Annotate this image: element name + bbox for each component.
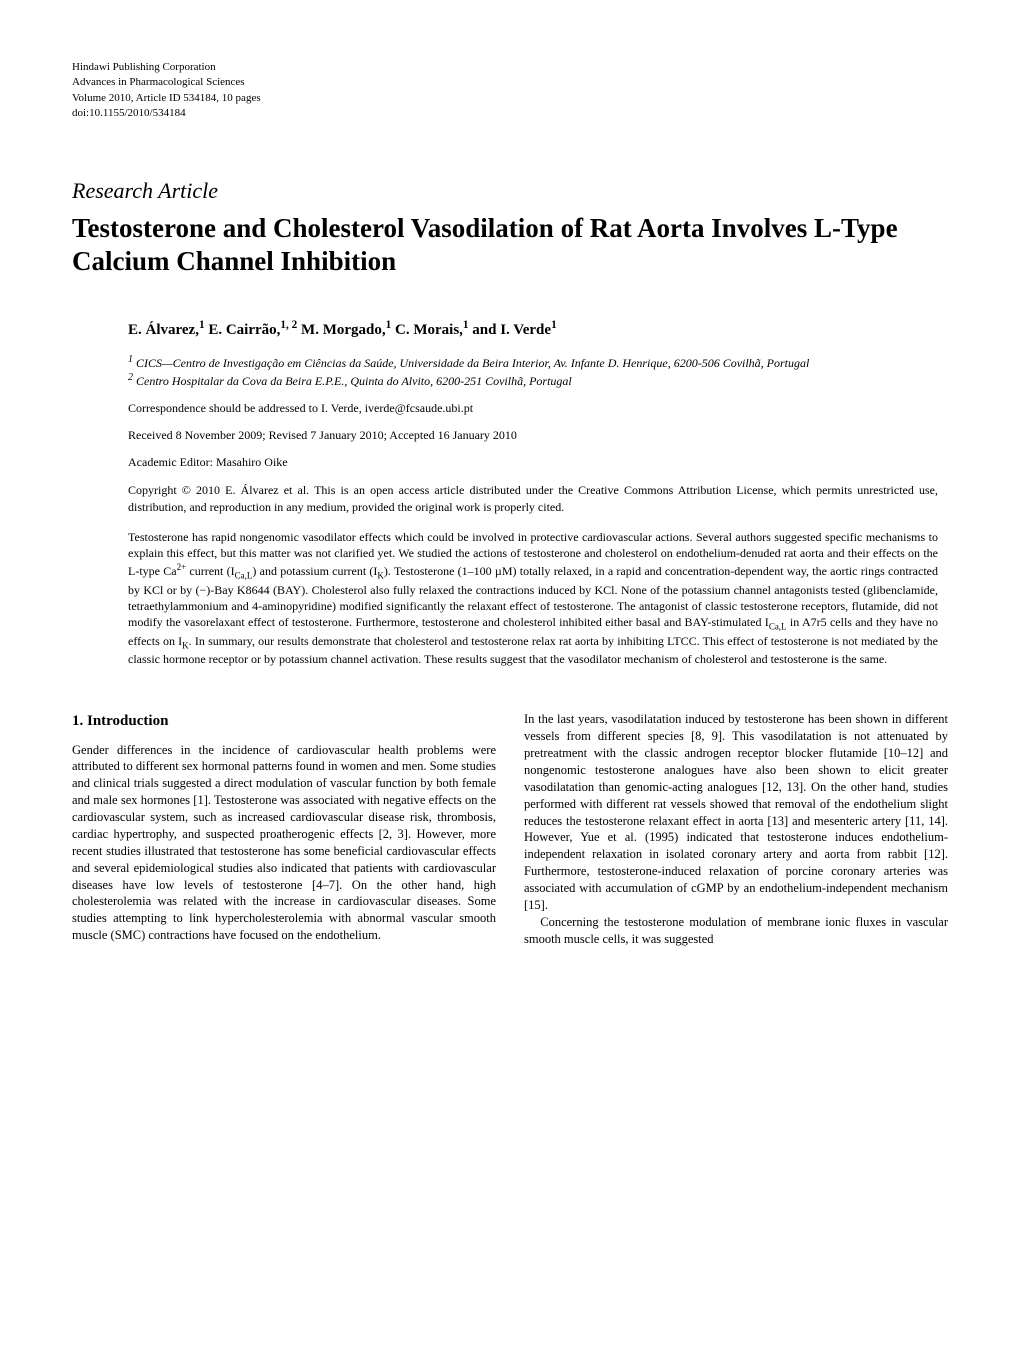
publication-header: Hindawi Publishing Corporation Advances … [72,60,948,122]
copyright-notice: Copyright © 2010 E. Álvarez et al. This … [128,482,948,514]
body-columns: 1. Introduction Gender differences in th… [72,711,948,947]
intro-paragraph-2: In the last years, vasodilatation induce… [524,711,948,914]
article-title: Testosterone and Cholesterol Vasodilatio… [72,212,948,280]
article-type: Research Article [72,178,948,204]
affiliations: 1 CICS—Centro de Investigação em Ciência… [128,353,948,389]
publisher-name: Hindawi Publishing Corporation [72,60,948,75]
column-right: In the last years, vasodilatation induce… [524,711,948,947]
doi-line: doi:10.1155/2010/534184 [72,106,948,121]
correspondence-label: Correspondence should be addressed to I.… [128,401,365,415]
article-dates: Received 8 November 2009; Revised 7 Janu… [128,428,948,443]
intro-paragraph-3: Concerning the testosterone modulation o… [524,914,948,948]
correspondence: Correspondence should be addressed to I.… [128,401,948,416]
column-left: 1. Introduction Gender differences in th… [72,711,496,947]
section-heading-introduction: 1. Introduction [72,711,496,731]
affiliation-1: 1 CICS—Centro de Investigação em Ciência… [128,353,908,371]
affiliation-2: 2 Centro Hospitalar da Cova da Beira E.P… [128,371,908,389]
journal-name: Advances in Pharmacological Sciences [72,75,948,90]
correspondence-email: iverde@fcsaude.ubi.pt [365,401,473,415]
author-list: E. Álvarez,1 E. Cairrão,1, 2 M. Morgado,… [128,319,948,339]
intro-paragraph-1: Gender differences in the incidence of c… [72,742,496,945]
academic-editor: Academic Editor: Masahiro Oike [128,455,948,470]
volume-line: Volume 2010, Article ID 534184, 10 pages [72,91,948,106]
abstract: Testosterone has rapid nongenomic vasodi… [128,529,948,668]
